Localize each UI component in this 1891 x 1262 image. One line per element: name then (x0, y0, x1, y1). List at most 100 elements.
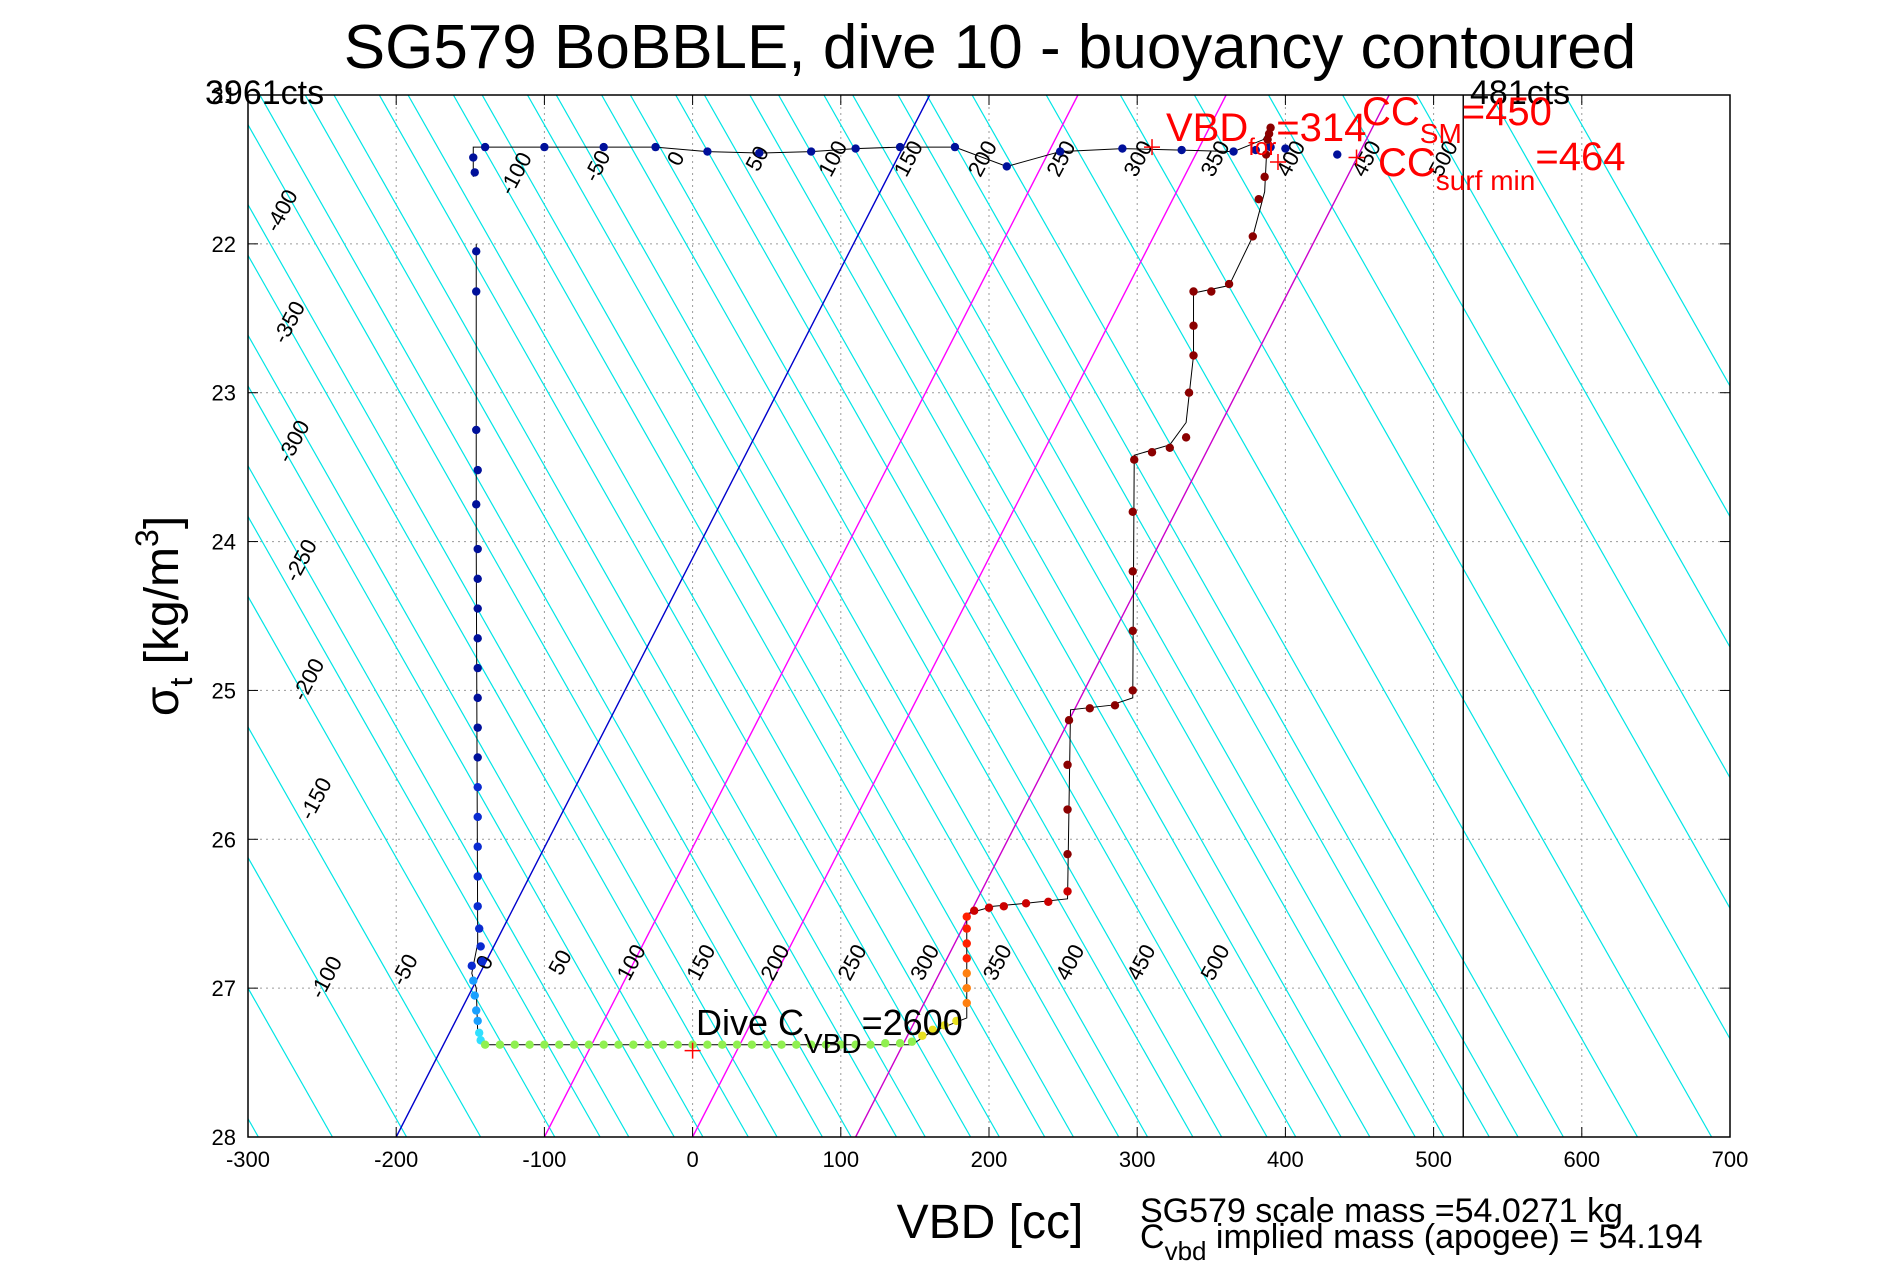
implied-mass-sub: vbd (1165, 1236, 1207, 1262)
data-point (472, 247, 481, 256)
contour-line-bottom (407, 95, 1000, 1137)
contour-line-bottom (259, 95, 852, 1137)
cc-surf-sub: surf min (1436, 165, 1536, 196)
contour-label-bottom: -50 (386, 950, 423, 990)
contour-line-bottom (926, 95, 1519, 1137)
data-point (806, 1040, 816, 1049)
contour-line-top (304, 95, 898, 1137)
contour-label-top: 0 (662, 147, 690, 170)
data-point (1189, 321, 1198, 330)
data-point (1224, 279, 1234, 289)
data-point (962, 998, 971, 1008)
contour-label-top: 250 (1041, 136, 1080, 180)
data-point (1251, 145, 1260, 155)
top-left-counts: 3961cts (205, 74, 324, 112)
data-point (1063, 805, 1072, 814)
data-point (962, 983, 971, 993)
data-point (962, 924, 971, 933)
contour-line-top (971, 95, 1564, 1137)
data-point (1110, 701, 1120, 710)
dive-cvbd-sub: VBD (804, 1028, 862, 1059)
data-point (473, 812, 482, 822)
contour-line-top (1119, 95, 1713, 1137)
data-point (851, 144, 860, 153)
contour-line-bottom (629, 95, 1223, 1137)
contour-label-bottom: -100 (304, 952, 347, 1003)
contour-line-top (248, 515, 601, 1137)
data-point (1207, 287, 1216, 296)
x-tick-label: 100 (822, 1147, 859, 1172)
y-axis-label-unit: [kg/m (136, 547, 189, 678)
data-point (940, 1021, 949, 1030)
data-point (599, 142, 608, 152)
data-point (1177, 145, 1186, 155)
data-point (1189, 351, 1198, 360)
data-point (472, 287, 481, 296)
data-point (836, 1040, 845, 1049)
data-point (952, 1016, 961, 1026)
contour-line-top (1564, 95, 1730, 388)
data-point (962, 939, 971, 948)
x-tick-label: -200 (374, 1147, 418, 1172)
data-point (1229, 147, 1238, 156)
contour-line-top (1267, 95, 1730, 910)
x-tick-label: 500 (1415, 1147, 1452, 1172)
contour-line-bottom (248, 203, 778, 1137)
data-point (1266, 123, 1275, 132)
y-tick-label: 21 (212, 83, 236, 108)
data-point (643, 1040, 653, 1049)
x-tick-label: 300 (1119, 1147, 1156, 1172)
data-point (895, 142, 905, 152)
contour-line-bottom (248, 725, 482, 1137)
data-point (962, 912, 971, 921)
data-point (473, 842, 482, 851)
buoyancy-contours (248, 95, 1730, 1137)
data-point (473, 782, 482, 792)
data-point (1261, 150, 1271, 159)
cc-sm-main: CC (1362, 90, 1420, 134)
data-point (851, 1040, 860, 1049)
cc-surf-value: =464 (1535, 135, 1625, 179)
data-point (895, 1039, 905, 1048)
data-point (473, 634, 482, 643)
data-point (1063, 760, 1072, 770)
data-point (1165, 443, 1175, 452)
x-tick-label: 400 (1267, 1147, 1304, 1172)
x-axis-ticks: -300 -200 -100 0 100 200 300 400 500 600 700 (226, 95, 1748, 1172)
data-point (472, 425, 481, 435)
contour-line-top (248, 384, 675, 1137)
contour-line-top (749, 95, 1342, 1137)
data-point (473, 574, 482, 583)
x-tick-label: -300 (226, 1147, 270, 1172)
data-point (555, 1040, 564, 1049)
data-point (718, 1040, 727, 1049)
data-point (614, 1040, 623, 1049)
y-axis-label-sigma: σ (136, 687, 189, 717)
data-point (1063, 887, 1072, 896)
data-point (673, 1040, 682, 1049)
data-point (470, 991, 479, 1000)
data-point (984, 903, 994, 912)
data-point (1181, 433, 1191, 442)
data-point (629, 1040, 638, 1049)
data-point (1266, 142, 1275, 152)
data-point (821, 1040, 831, 1049)
data-point (540, 142, 549, 152)
contour-label-bottom: -150 (294, 773, 337, 824)
contour-label-bottom: 300 (905, 940, 944, 984)
contour-label-top: -50 (579, 146, 616, 186)
data-point (477, 957, 487, 966)
contour-label-top: -100 (494, 148, 537, 199)
data-point (1128, 626, 1137, 636)
contour-label-top: 100 (813, 136, 852, 180)
data-point (469, 976, 478, 985)
data-point (1021, 899, 1031, 908)
contour-line-bottom (248, 595, 556, 1137)
y-axis-label-sub: t (163, 678, 199, 687)
y-tick-label: 24 (212, 530, 236, 555)
data-point (762, 1040, 771, 1049)
y-axis-label: σt [kg/m3] (129, 516, 199, 716)
data-point (474, 1028, 484, 1038)
data-point (473, 1016, 482, 1026)
